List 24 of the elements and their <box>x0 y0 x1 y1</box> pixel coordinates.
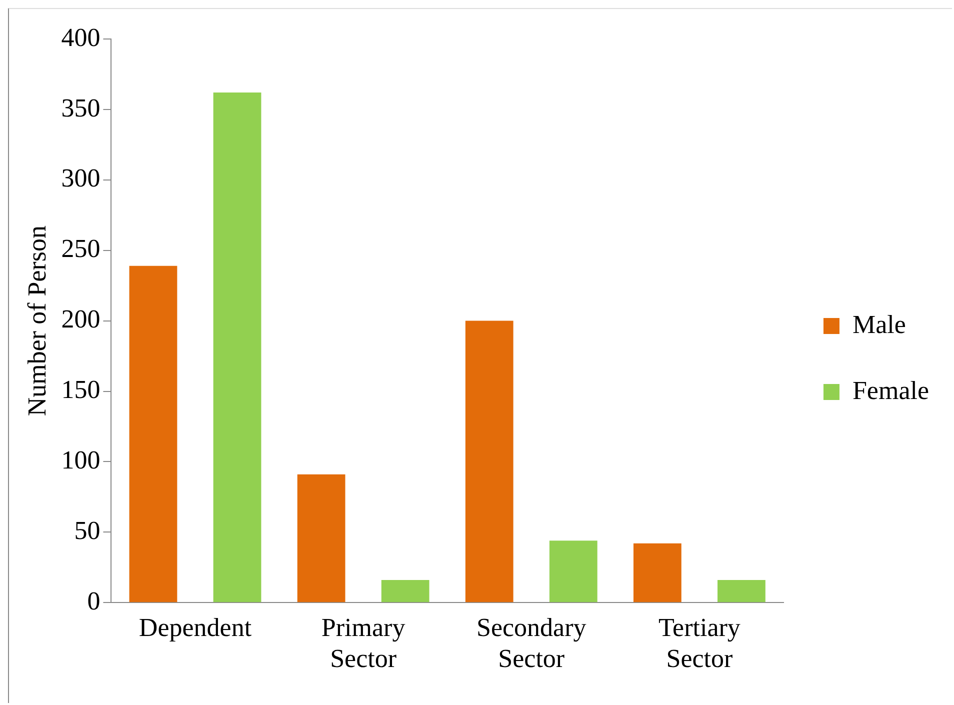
y-axis-title: Number of Person <box>22 225 52 416</box>
bar <box>633 543 682 602</box>
y-tick-label: 100 <box>61 446 100 475</box>
legend-label: Male <box>852 310 906 339</box>
bar <box>213 92 262 602</box>
y-tick-label: 50 <box>74 516 100 545</box>
x-tick-label: Secondary Sector <box>476 613 586 674</box>
bar <box>718 580 766 602</box>
bar <box>549 540 598 602</box>
legend-label: Female <box>852 376 930 405</box>
y-tick-label: 400 <box>61 22 100 52</box>
y-tick-label: 350 <box>61 93 100 122</box>
bar <box>381 580 430 602</box>
y-tick-label: 250 <box>61 234 100 264</box>
y-tick-label: 200 <box>61 304 100 334</box>
y-tick-label: 150 <box>61 375 100 404</box>
y-tick-label: 300 <box>61 164 100 193</box>
x-tick-label: Primary Sector <box>321 613 406 674</box>
x-tick-label: Dependent <box>138 613 252 642</box>
bar <box>129 266 178 602</box>
x-tick-label: Tertiary Sector <box>658 613 740 674</box>
bar <box>297 474 346 602</box>
y-tick-label: 0 <box>87 586 100 616</box>
bar <box>465 320 514 602</box>
